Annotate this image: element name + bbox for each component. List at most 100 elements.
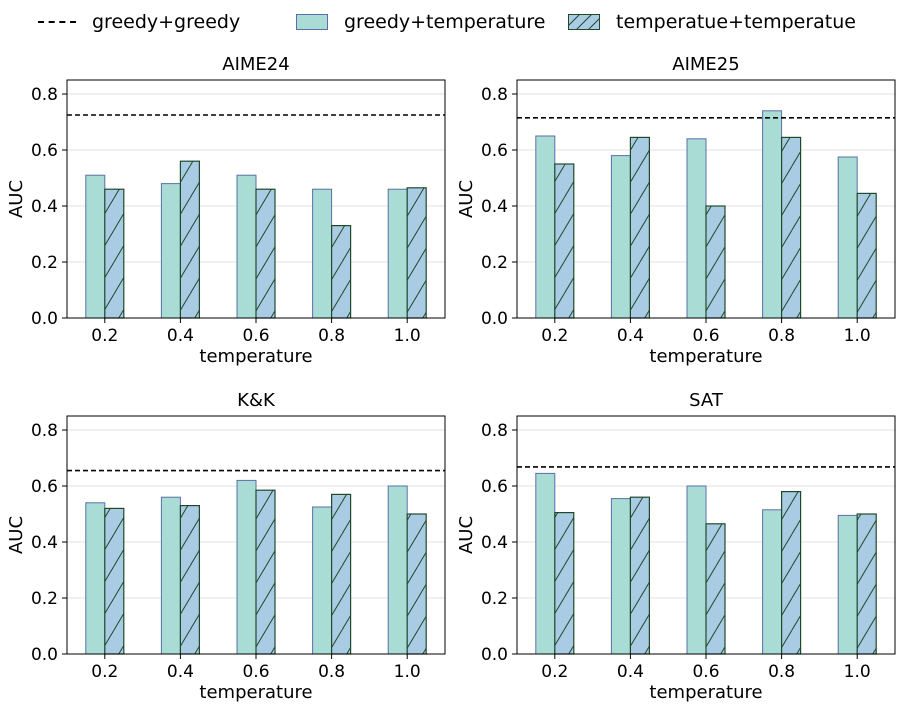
- aime24-bar-hatch-0.8: [331, 225, 352, 319]
- legend-swatch-temperature-temperature: [568, 14, 600, 30]
- aime24-ytick-label: 0.6: [31, 141, 58, 161]
- aime25-xtick-label: 0.8: [768, 326, 795, 346]
- aime24-bar-hatch-0.4: [179, 160, 200, 319]
- kk-xtick-label: 0.4: [167, 662, 194, 682]
- aime24-ytick-label: 0.4: [31, 197, 58, 217]
- legend-dashed-line-icon: [38, 21, 76, 23]
- aime24-bar-greedy-temperature-1.0: [387, 188, 408, 319]
- legend-label-greedy-temperature: greedy+temperature: [344, 11, 546, 33]
- aime25-xtick-label: 1.0: [844, 326, 871, 346]
- kk-bar-hatch-0.6: [255, 489, 276, 655]
- aime25-xtick-label: 0.6: [692, 326, 719, 346]
- kk-ytick-label: 0.0: [31, 645, 58, 665]
- aime25-xtick-label: 0.2: [541, 326, 568, 346]
- sat-ytick-label: 0.2: [481, 589, 508, 609]
- sat-ytick-label: 0.6: [481, 477, 508, 497]
- kk-ytick-label: 0.8: [31, 421, 58, 441]
- aime24-axes-frame: [66, 79, 446, 319]
- aime25-axes-frame: [516, 79, 896, 319]
- kk-bar-greedy-temperature-0.8: [312, 506, 333, 655]
- aime24-ytick-label: 0.8: [31, 85, 58, 105]
- sat-xtick-label: 0.8: [768, 662, 795, 682]
- kk-axes-frame: [66, 415, 446, 655]
- aime25-bar-hatch-0.2: [554, 163, 575, 319]
- aime24-xlabel: temperature: [199, 346, 312, 367]
- kk-bar-greedy-temperature-1.0: [387, 485, 408, 655]
- sat-title: SAT: [689, 390, 724, 411]
- sat-bar-hatch-0.2: [554, 512, 575, 655]
- aime25-bar-hatch-1.0: [856, 192, 877, 319]
- aime24-bar-greedy-temperature-0.6: [236, 174, 257, 319]
- sat-xtick-label: 1.0: [844, 662, 871, 682]
- aime25-bar-greedy-temperature-0.2: [535, 135, 556, 319]
- aime24-title: AIME24: [222, 54, 289, 75]
- aime25-ytick-label: 0.0: [481, 309, 508, 329]
- aime25-bar-hatch-0.6: [705, 205, 726, 319]
- kk-ytick-label: 0.6: [31, 477, 58, 497]
- aime24-xtick-label: 1.0: [394, 326, 421, 346]
- kk-title: K&K: [237, 390, 276, 411]
- sat-ylabel: AUC: [456, 516, 477, 554]
- aime25-bar-greedy-temperature-0.6: [686, 138, 707, 319]
- kk-ytick-label: 0.2: [31, 589, 58, 609]
- aime25-bar-greedy-temperature-0.4: [610, 155, 631, 319]
- aime24-ytick-label: 0.2: [31, 253, 58, 273]
- aime24-bar-hatch-0.2: [104, 188, 125, 319]
- kk-ytick-label: 0.4: [31, 533, 58, 553]
- kk-xtick-label: 0.6: [242, 662, 269, 682]
- legend-item-greedy-greedy: greedy+greedy: [38, 10, 240, 34]
- kk-bar-greedy-temperature-0.4: [160, 496, 181, 655]
- aime25-xtick-label: 0.4: [617, 326, 644, 346]
- sat-bar-greedy-temperature-0.6: [686, 485, 707, 655]
- aime24-ytick-label: 0.0: [31, 309, 58, 329]
- kk-xlabel: temperature: [199, 682, 312, 703]
- kk-bar-hatch-1.0: [406, 513, 427, 655]
- chart-aime25: AIME25 0.0 0.2 0.4 0.6 0.8 AUC 0.2 0.4 0.6 0.8 1.0 t…: [456, 54, 896, 367]
- legend-swatch-greedy-temperature: [296, 14, 328, 30]
- aime24-xtick-label: 0.4: [167, 326, 194, 346]
- sat-bar-hatch-0.8: [781, 490, 802, 655]
- kk-bar-greedy-temperature-0.6: [236, 479, 257, 655]
- aime25-title: AIME25: [672, 54, 739, 75]
- sat-bar-hatch-1.0: [856, 513, 877, 655]
- aime24-bar-greedy-temperature-0.8: [312, 188, 333, 319]
- sat-xtick-label: 0.4: [617, 662, 644, 682]
- aime24-bar-hatch-1.0: [406, 187, 427, 319]
- aime24-xtick-label: 0.8: [318, 326, 345, 346]
- kk-bar-hatch-0.8: [331, 493, 352, 655]
- sat-bar-greedy-temperature-0.8: [762, 509, 783, 655]
- aime25-bar-hatch-0.4: [629, 136, 650, 319]
- aime24-bar-hatch-0.6: [255, 188, 276, 319]
- legend-label-temperature-temperature: temperatue+temperatue: [616, 11, 856, 33]
- sat-bar-greedy-temperature-0.4: [610, 498, 631, 655]
- legend-item-temperature-temperature: temperatue+temperatue: [568, 10, 856, 34]
- chart-aime24: AIME24 0.0 0.2 0.4 0.6 0.8 AUC 0.2 0.4 0.6 0.8 1.0 t…: [6, 54, 446, 367]
- aime24-bar-greedy-temperature-0.4: [160, 183, 181, 319]
- aime24-xtick-label: 0.6: [242, 326, 269, 346]
- sat-bar-greedy-temperature-0.2: [535, 472, 556, 655]
- sat-ytick-label: 0.0: [481, 645, 508, 665]
- chart-sat: SAT 0.0 0.2 0.4 0.6 0.8 AUC 0.2 0.4 0.6 0.8 1.0 temp…: [456, 390, 896, 703]
- kk-bar-greedy-temperature-0.2: [85, 502, 106, 655]
- legend-item-greedy-temperature: greedy+temperature: [296, 10, 546, 34]
- chart-kk: K&K 0.0 0.2 0.4 0.6 0.8 AUC 0.2 0.4 0.6 0.8 1.0 temp…: [6, 390, 446, 703]
- aime24-bar-greedy-temperature-0.2: [85, 174, 106, 319]
- kk-bar-hatch-0.2: [104, 507, 125, 655]
- aime25-bar-hatch-0.8: [781, 136, 802, 319]
- aime25-ytick-label: 0.2: [481, 253, 508, 273]
- kk-xtick-label: 0.8: [318, 662, 345, 682]
- kk-xtick-label: 0.2: [91, 662, 118, 682]
- aime25-xlabel: temperature: [649, 346, 762, 367]
- legend: greedy+greedy greedy+temperature tempera…: [0, 0, 900, 44]
- sat-axes-frame: [516, 415, 896, 655]
- sat-xlabel: temperature: [649, 682, 762, 703]
- sat-bar-hatch-0.6: [705, 523, 726, 655]
- aime25-ytick-label: 0.8: [481, 85, 508, 105]
- aime25-bar-greedy-temperature-1.0: [837, 156, 858, 319]
- aime24-xtick-label: 0.2: [91, 326, 118, 346]
- sat-ytick-label: 0.8: [481, 421, 508, 441]
- aime25-ytick-label: 0.4: [481, 197, 508, 217]
- sat-ytick-label: 0.4: [481, 533, 508, 553]
- sat-bar-greedy-temperature-1.0: [837, 514, 858, 655]
- aime25-bar-greedy-temperature-0.8: [762, 110, 783, 319]
